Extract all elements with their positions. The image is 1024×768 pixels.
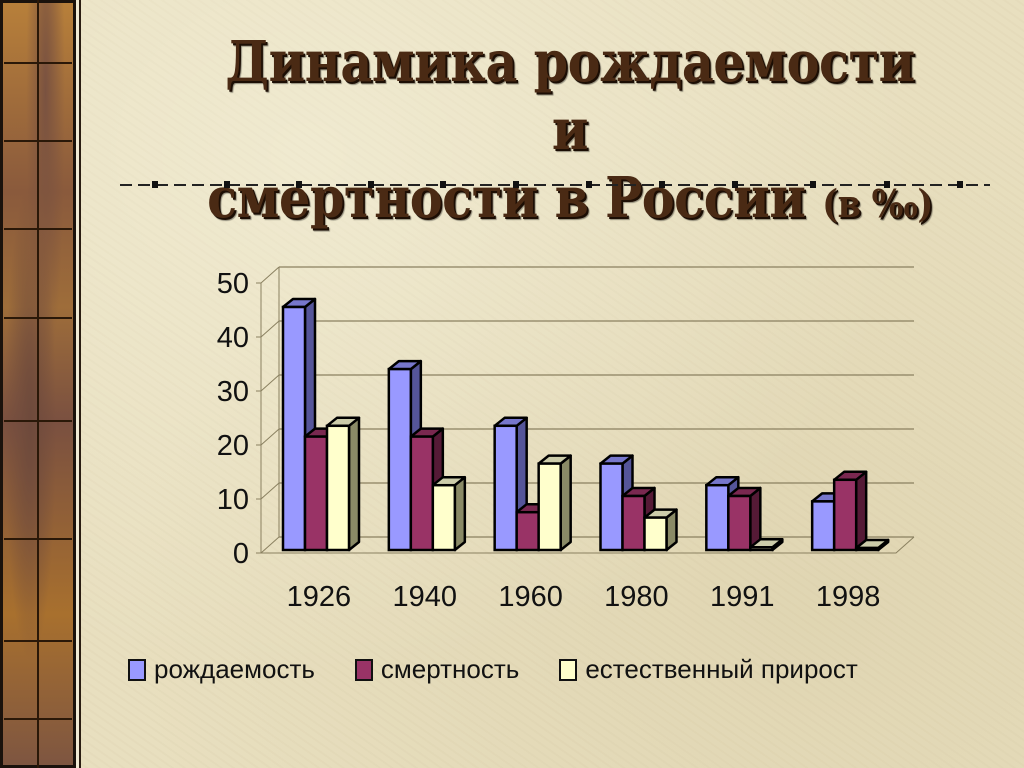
bar-front: [705, 483, 730, 552]
title-divider: [120, 181, 990, 188]
bar-front: [409, 435, 435, 552]
legend-label: естественный прирост: [585, 654, 858, 684]
divider-dot: [440, 181, 446, 188]
slide-title: Динамика рождаемости и смертности в Росс…: [150, 28, 990, 238]
title-line-2: смертности в России (в ‰): [200, 164, 939, 238]
gridline-depth: [260, 482, 280, 500]
legend-swatch-birth-rate: [128, 658, 146, 681]
strip-horizontal-line: [4, 140, 72, 142]
bar-front: [727, 494, 752, 552]
bar: [832, 470, 868, 552]
divider-dot: [884, 181, 890, 188]
chart-legend: рождаемость смертность естественный прир…: [128, 654, 858, 685]
legend-swatch-natural-growth: [559, 658, 578, 681]
divider-dot: [513, 181, 519, 188]
bar-side: [347, 416, 361, 552]
strip-horizontal-line: [4, 317, 72, 319]
bar-front: [537, 462, 562, 552]
floor-edge: [261, 536, 915, 554]
bar-front: [621, 494, 646, 552]
strip-horizontal-line: [4, 640, 72, 642]
bar-front: [431, 483, 457, 552]
strip-horizontal-line: [4, 228, 72, 230]
x-tick-label: 1998: [816, 581, 881, 613]
strip-horizontal-line: [4, 538, 72, 540]
title-line-2-text: смертности в России: [207, 165, 806, 231]
bar-front: [281, 305, 307, 552]
bar-side: [559, 454, 572, 552]
legend-label: смертность: [380, 654, 520, 684]
title-line-1: Динамика рождаемости и: [225, 29, 915, 163]
divider-dot: [810, 181, 816, 188]
strip-horizontal-line: [4, 420, 72, 422]
chart-walls: [256, 266, 915, 554]
bar-front: [515, 510, 540, 552]
x-tick-label: 1940: [392, 581, 457, 613]
bar: [325, 416, 361, 552]
y-axis-labels: 0 10 20 30 40 50: [217, 268, 249, 570]
bar: [643, 508, 678, 552]
divider-dot: [224, 181, 230, 188]
bar-front: [599, 462, 624, 552]
y-tick-label: 0: [233, 538, 249, 570]
bar-side: [854, 470, 868, 552]
bar: [727, 486, 762, 552]
divider-dot: [368, 181, 374, 188]
bar-front: [303, 435, 329, 552]
gridline-depth: [260, 536, 280, 554]
x-tick-label: 1991: [710, 581, 775, 613]
strip-horizontal-line: [4, 62, 72, 64]
y-tick-label: 20: [217, 430, 249, 462]
bar-front: [387, 367, 413, 552]
divider-dot: [732, 181, 738, 188]
x-axis-labels: 1926 1940 1960 1980 1991 1998: [287, 581, 881, 613]
divider-dot: [296, 181, 302, 188]
y-tick-label: 10: [217, 484, 249, 516]
bar-front: [749, 546, 774, 552]
bar-front: [325, 424, 351, 552]
gridline-depth: [260, 374, 280, 392]
y-tick-label: 40: [217, 322, 249, 354]
bar-side: [453, 475, 467, 552]
divider-dot: [152, 181, 158, 188]
bar-front: [643, 516, 668, 552]
divider-dot: [957, 181, 963, 188]
legend-item-natural-growth: естественный прирост: [559, 654, 858, 685]
x-tick-label: 1980: [604, 581, 669, 613]
gridline-depth: [260, 428, 280, 446]
strip-horizontal-line: [4, 718, 72, 720]
title-unit: (в ‰): [822, 181, 933, 226]
chart-bars: [281, 297, 890, 552]
x-tick-label: 1926: [287, 581, 352, 613]
bar: [854, 538, 890, 552]
bar: [431, 475, 467, 552]
gridline-depth: [260, 266, 280, 284]
bar-front: [810, 500, 836, 552]
bar: [749, 538, 784, 552]
y-tick-label: 50: [217, 268, 249, 300]
x-tick-label: 1960: [498, 581, 563, 613]
strip-vertical-line: [37, 0, 39, 768]
decorative-side-strip: [0, 0, 79, 768]
legend-swatch-death-rate: [354, 658, 373, 681]
divider-dot: [586, 181, 592, 188]
bar-front: [854, 546, 880, 552]
divider-dot: [659, 181, 665, 188]
y-tick-label: 30: [217, 376, 249, 408]
legend-item-birth-rate: рождаемость: [128, 654, 315, 685]
bar: [537, 454, 572, 552]
gridline-depth: [260, 320, 280, 338]
bar-front: [832, 478, 858, 552]
bar-front: [493, 424, 518, 552]
legend-label: рождаемость: [154, 654, 315, 684]
legend-item-death-rate: смертность: [354, 654, 520, 685]
